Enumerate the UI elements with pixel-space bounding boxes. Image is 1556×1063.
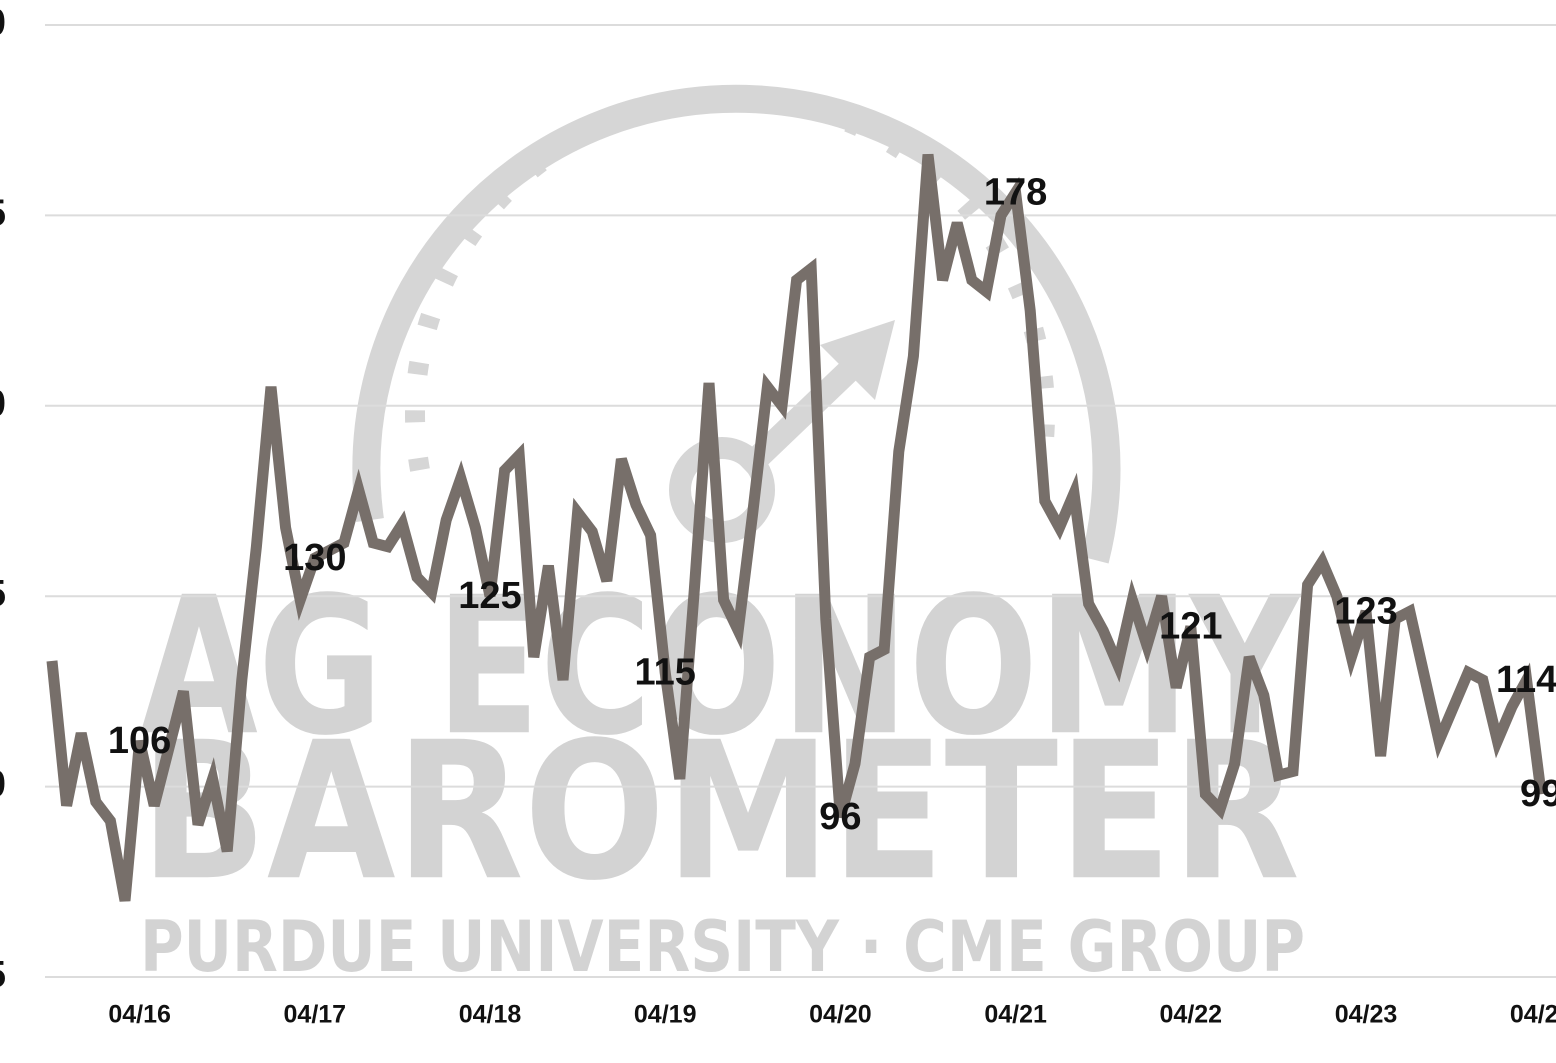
x-tick-label: 04/23: [1335, 1001, 1398, 1029]
x-tick-label: 04/18: [459, 1001, 522, 1029]
watermark-text: BAROMETER: [140, 701, 1300, 922]
data-label: 121: [1159, 606, 1222, 648]
plot: 106 130 125 115 96 178 121 123 114 99: [46, 153, 1556, 902]
x-tick-label: 04/20: [809, 1001, 872, 1029]
y-tick-label: 175: [0, 192, 6, 234]
y-tick-label: 75: [0, 954, 6, 996]
data-label: 96: [819, 796, 861, 838]
x-tick-label: 04/16: [108, 1001, 171, 1029]
x-tick-label: 04/24: [1510, 1001, 1556, 1029]
x-tick-label: 04/22: [1160, 1001, 1223, 1029]
data-label: 115: [635, 651, 696, 693]
y-tick-label: 125: [0, 573, 6, 615]
y-tick-label: 150: [0, 383, 6, 425]
data-label: 123: [1334, 590, 1397, 632]
x-tick-label: 04/21: [984, 1001, 1047, 1029]
data-label: 125: [458, 575, 521, 617]
x-tick-label: 04/19: [634, 1001, 697, 1029]
data-label: 178: [984, 172, 1047, 214]
gauge-arrow: [820, 320, 895, 400]
data-label: 99: [1520, 773, 1556, 815]
data-label: 106: [108, 720, 171, 762]
gauge-arc: [352, 84, 1121, 564]
y-tick-label: 200: [0, 2, 6, 44]
watermark-text: PURDUE UNIVERSITY · CME GROUP: [140, 906, 1305, 988]
data-line: [46, 153, 1547, 902]
y-tick-label: 100: [0, 764, 6, 806]
data-label: 114: [1496, 659, 1556, 701]
x-tick-label: 04/17: [284, 1001, 347, 1029]
data-label: 130: [283, 537, 346, 579]
watermark: AG ECONOMY BAROMETER PURDUE UNIVERSITY ·…: [140, 84, 1305, 988]
